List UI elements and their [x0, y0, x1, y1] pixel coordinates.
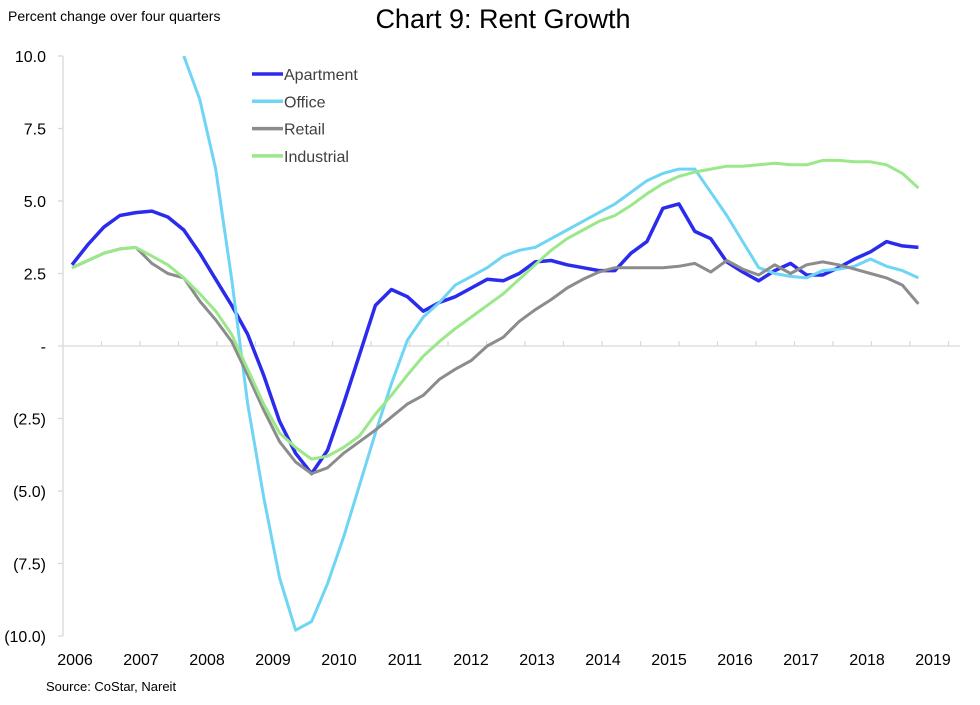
x-tick-label: 2010 [321, 652, 357, 669]
legend-item-industrial: Industrial [252, 149, 349, 166]
series-line-office [182, 56, 920, 632]
x-tick-label: 2019 [915, 652, 951, 669]
y-tick-label: 10.0 [15, 49, 46, 66]
y-tick-label: (10.0) [4, 629, 46, 646]
chart-title: Chart 9: Rent Growth [375, 4, 631, 34]
x-tick-label: 2006 [57, 652, 93, 669]
y-tick-label: (5.0) [13, 484, 46, 501]
x-tick-label: 2016 [717, 652, 753, 669]
y-tick-label: 5.0 [24, 194, 46, 211]
source-note: Source: CoStar, Nareit [46, 679, 177, 694]
y-tick-label: (2.5) [13, 412, 46, 429]
x-tick-label: 2018 [849, 652, 885, 669]
x-tick-label: 2017 [783, 652, 819, 669]
series-line-retail [71, 245, 920, 476]
legend-label: Apartment [284, 67, 358, 84]
y-tick-label: - [41, 339, 46, 356]
legend-item-office: Office [252, 94, 326, 111]
legend-label: Office [284, 94, 326, 111]
y-tick-label: 2.5 [24, 267, 46, 284]
chart-subtitle: Percent change over four quarters [8, 8, 221, 24]
legend-label: Industrial [284, 149, 349, 166]
series-line-apartment [70, 202, 919, 476]
series-line-industrial [71, 158, 920, 461]
x-tick-label: 2013 [519, 652, 555, 669]
legend-label: Retail [284, 122, 325, 139]
x-tick-label: 2007 [123, 652, 159, 669]
x-tick-label: 2015 [651, 652, 687, 669]
series-lines [70, 56, 920, 632]
y-tick-label: 7.5 [24, 122, 46, 139]
legend-item-retail: Retail [252, 122, 325, 139]
x-tick-label: 2008 [189, 652, 225, 669]
axes: 10.0 7.5 5.0 2.5 - (2.5) (5.0) (7.5) (10.0) 2006 2… [4, 49, 960, 669]
x-tick-label: 2014 [585, 652, 621, 669]
x-tick-label: 2009 [255, 652, 291, 669]
legend: Apartment Office Retail Industrial [252, 67, 358, 166]
y-tick-label: (7.5) [13, 557, 46, 574]
x-tick-label: 2012 [453, 652, 489, 669]
x-tick-label: 2011 [388, 652, 423, 669]
legend-item-apartment: Apartment [252, 67, 358, 84]
